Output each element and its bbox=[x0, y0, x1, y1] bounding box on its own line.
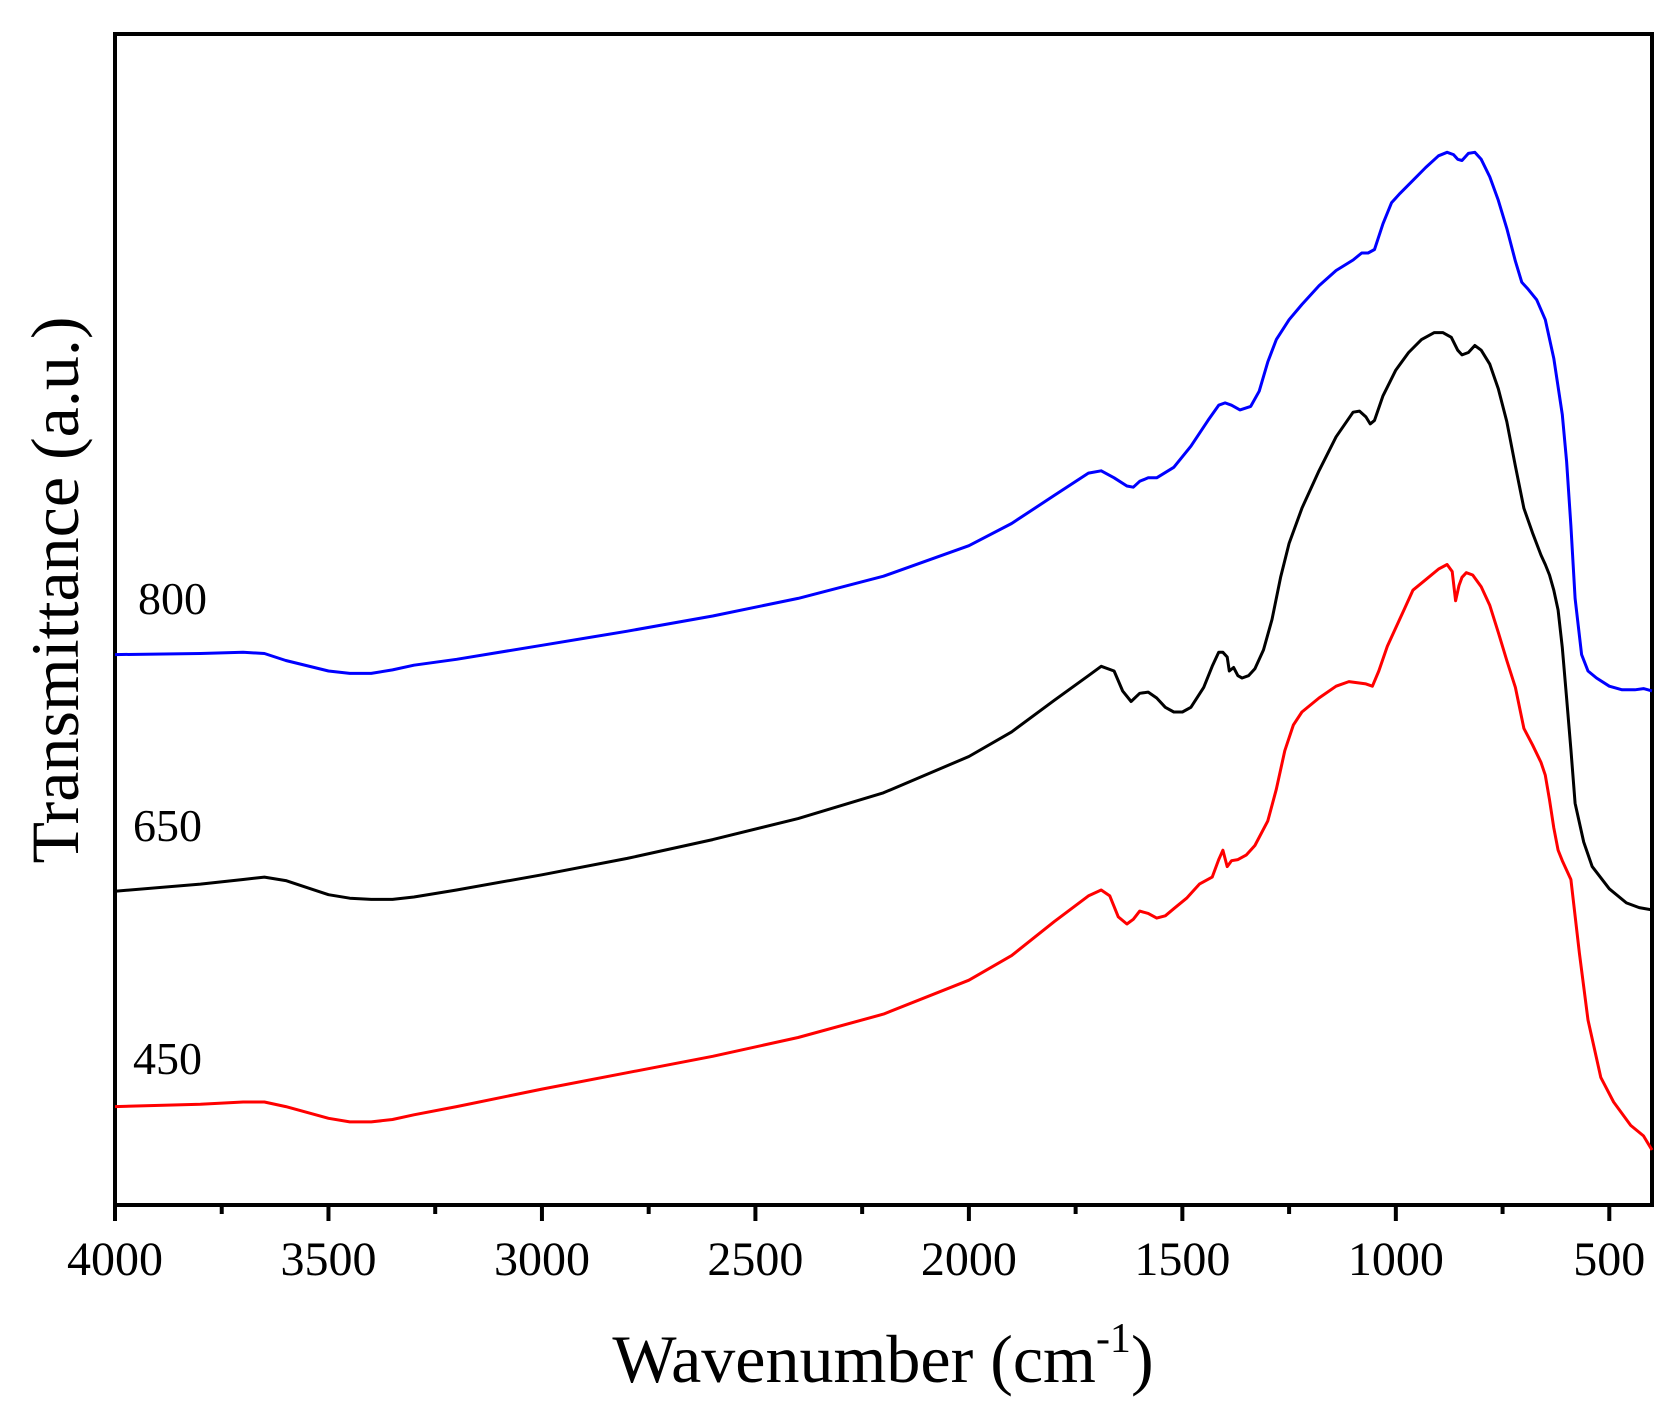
x-axis-title: Wavenumber (cm-1) bbox=[612, 1316, 1153, 1397]
series-label-800: 800 bbox=[138, 573, 207, 624]
series-line-800 bbox=[114, 150, 1653, 693]
x-axis-title-close: ) bbox=[1131, 1321, 1154, 1397]
x-ticks: 4000 3500 3000 2500 2000 1500 1000 500 bbox=[67, 1205, 1645, 1286]
plot-area bbox=[113, 32, 1654, 1207]
series-label-450: 450 bbox=[133, 1033, 202, 1084]
y-axis-title: Transmittance (a.u.) bbox=[17, 316, 93, 863]
x-tick-label: 500 bbox=[1573, 1233, 1645, 1286]
x-axis-title-main: Wavenumber (cm bbox=[612, 1321, 1096, 1397]
x-axis-title-superscript: -1 bbox=[1096, 1316, 1131, 1362]
series-line-450 bbox=[114, 563, 1654, 1151]
x-tick-label: 3000 bbox=[494, 1233, 590, 1286]
x-tick-label: 1500 bbox=[1134, 1233, 1230, 1286]
x-tick-label: 3500 bbox=[280, 1233, 376, 1286]
series-layer bbox=[114, 150, 1654, 1151]
series-label-650: 650 bbox=[133, 800, 202, 851]
x-tick-label: 4000 bbox=[67, 1233, 163, 1286]
x-tick-label: 2000 bbox=[921, 1233, 1017, 1286]
x-tick-label: 1000 bbox=[1348, 1233, 1444, 1286]
series-line-650 bbox=[114, 331, 1653, 912]
x-tick-label: 2500 bbox=[707, 1233, 803, 1286]
